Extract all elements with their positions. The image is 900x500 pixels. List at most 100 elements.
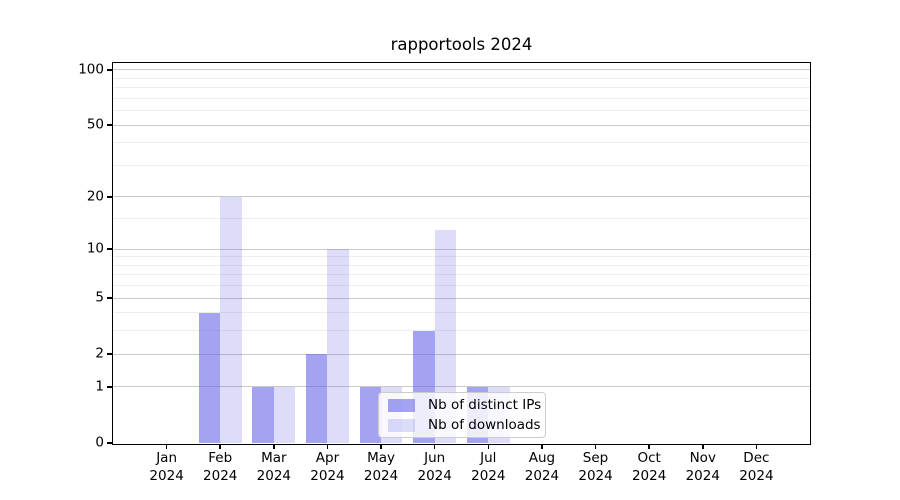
- x-tick-year: 2024: [471, 467, 506, 484]
- minor-gridline-30: [113, 164, 810, 166]
- x-tick-mark-apr: [326, 444, 329, 449]
- minor-gridline-7: [113, 274, 810, 276]
- x-tick-mark-dec: [755, 444, 758, 449]
- legend: Nb of distinct IPs Nb of downloads: [378, 392, 546, 438]
- x-tick-label-feb: Feb 2024: [203, 450, 237, 485]
- x-tick-month: Jul: [480, 450, 497, 466]
- x-tick-year: 2024: [578, 467, 613, 484]
- y-tick-label-5: 5: [95, 289, 104, 306]
- minor-gridline-60: [113, 110, 810, 112]
- x-tick-month: Feb: [208, 450, 233, 466]
- x-tick-month: Mar: [261, 450, 287, 466]
- x-tick-month: Oct: [637, 450, 661, 466]
- x-tick-year: 2024: [417, 467, 452, 484]
- major-gridline-20: [113, 196, 810, 198]
- x-tick-year: 2024: [631, 467, 667, 484]
- major-gridline-100: [113, 69, 810, 71]
- minor-gridline-90: [113, 77, 810, 79]
- y-tick-mark-5: [107, 297, 112, 299]
- y-tick-label-50: 50: [86, 116, 104, 133]
- minor-gridline-9: [113, 256, 810, 258]
- x-tick-label-jul: Jul 2024: [471, 450, 505, 485]
- y-tick-mark-20: [107, 196, 112, 198]
- minor-gridline-40: [113, 142, 810, 144]
- minor-gridline-15: [113, 218, 810, 220]
- x-tick-label-mar: Mar 2024: [257, 450, 291, 485]
- y-tick-label-1: 1: [95, 378, 104, 395]
- y-tick-mark-100: [107, 69, 112, 71]
- x-tick-label-nov: Nov 2024: [686, 450, 720, 485]
- major-gridline-10: [113, 248, 810, 250]
- x-tick-year: 2024: [310, 467, 345, 484]
- x-tick-month: Jun: [424, 450, 446, 466]
- bar-feb-downloads: [220, 196, 242, 443]
- x-tick-mark-feb: [219, 444, 221, 449]
- x-tick-month: Sep: [582, 450, 609, 466]
- y-tick-mark-2: [107, 353, 112, 355]
- x-tick-mark-jun: [433, 444, 436, 449]
- legend-item-downloads: Nb of downloads: [388, 417, 541, 433]
- legend-label-distinct-ips: Nb of distinct IPs: [428, 397, 542, 413]
- x-tick-label-aug: Aug 2024: [525, 450, 559, 485]
- minor-gridline-4: [113, 312, 810, 314]
- y-tick-mark-0: [107, 442, 112, 444]
- y-tick-label-0: 0: [95, 434, 104, 451]
- x-tick-mark-sep: [594, 444, 597, 449]
- x-tick-year: 2024: [363, 467, 399, 484]
- x-tick-month: May: [367, 450, 396, 466]
- major-gridline-50: [113, 124, 810, 126]
- x-tick-year: 2024: [524, 467, 560, 484]
- x-tick-year: 2024: [739, 467, 774, 484]
- x-tick-label-jun: Jun 2024: [418, 450, 452, 485]
- x-tick-label-sep: Sep 2024: [578, 450, 612, 485]
- x-tick-label-apr: Apr 2024: [310, 450, 344, 485]
- x-tick-mark-oct: [648, 444, 650, 449]
- x-tick-mark-nov: [702, 444, 704, 449]
- bar-jun-downloads: [434, 229, 457, 443]
- bar-mar-downloads: [273, 386, 296, 443]
- minor-gridline-8: [113, 264, 810, 266]
- x-tick-label-may: May 2024: [364, 450, 398, 485]
- x-tick-month: Nov: [689, 450, 716, 466]
- minor-gridline-70: [113, 97, 810, 99]
- x-tick-label-oct: Oct 2024: [632, 450, 666, 485]
- x-tick-mark-mar: [273, 444, 275, 449]
- x-tick-mark-jul: [487, 444, 490, 449]
- y-tick-label-10: 10: [86, 240, 104, 257]
- legend-swatch-distinct-ips: [388, 398, 415, 412]
- x-tick-month: Dec: [743, 450, 770, 466]
- legend-swatch-downloads: [388, 418, 415, 432]
- major-gridline-2: [113, 353, 810, 355]
- x-tick-month: Jan: [156, 450, 178, 466]
- x-tick-year: 2024: [203, 467, 238, 484]
- legend-item-distinct-ips: Nb of distinct IPs: [388, 397, 541, 413]
- x-tick-year: 2024: [685, 467, 720, 484]
- legend-label-downloads: Nb of downloads: [428, 417, 541, 433]
- minor-gridline-3: [113, 330, 810, 332]
- y-tick-mark-50: [107, 124, 112, 126]
- x-tick-label-dec: Dec 2024: [739, 450, 773, 485]
- minor-gridline-80: [113, 87, 810, 89]
- x-tick-month: Apr: [315, 450, 340, 466]
- bar-feb-distinct-ips: [198, 312, 221, 443]
- y-tick-label-20: 20: [86, 188, 104, 205]
- x-tick-year: 2024: [256, 467, 292, 484]
- minor-gridline-6: [113, 285, 810, 287]
- x-tick-month: Aug: [528, 450, 556, 466]
- x-tick-mark-jan: [165, 444, 168, 449]
- bar-may-distinct-ips: [359, 386, 382, 443]
- x-tick-mark-may: [380, 444, 382, 449]
- bar-apr-distinct-ips: [306, 354, 328, 443]
- x-tick-label-jan: Jan 2024: [149, 450, 183, 485]
- x-tick-mark-aug: [541, 444, 543, 449]
- x-tick-year: 2024: [149, 467, 184, 484]
- y-tick-label-2: 2: [95, 345, 104, 362]
- y-tick-mark-10: [107, 248, 112, 250]
- y-tick-mark-1: [107, 386, 112, 388]
- y-tick-label-100: 100: [78, 61, 104, 78]
- bar-apr-downloads: [327, 249, 349, 443]
- bar-mar-distinct-ips: [252, 386, 274, 443]
- major-gridline-1: [113, 386, 810, 388]
- chart-title: rapportools 2024: [390, 35, 533, 54]
